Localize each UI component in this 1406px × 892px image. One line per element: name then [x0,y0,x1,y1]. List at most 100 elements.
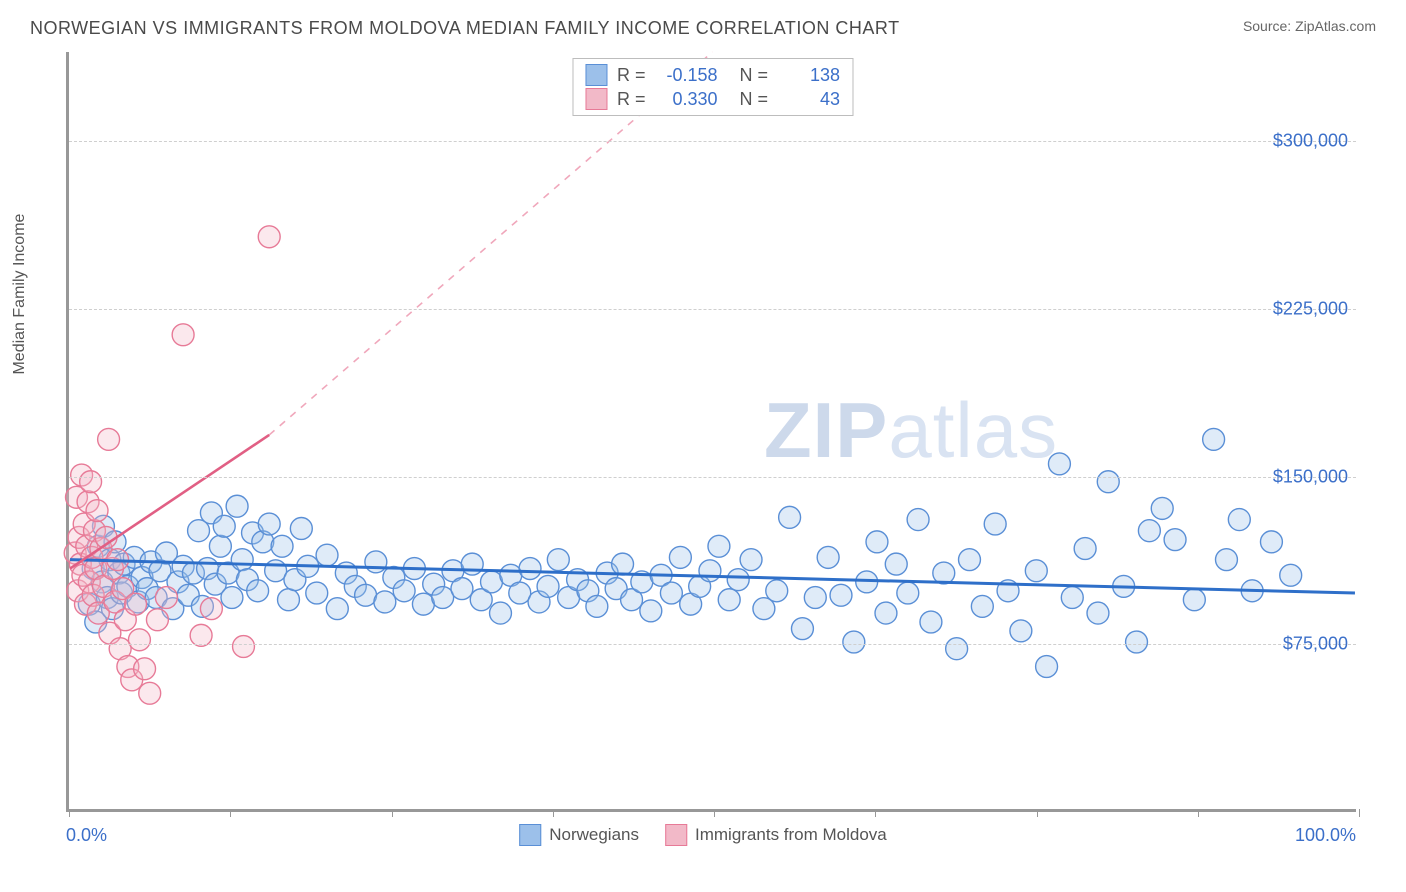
scatter-point [155,587,177,609]
gridline [69,477,1356,478]
scatter-point [959,549,981,571]
gridline [69,644,1356,645]
scatter-point [1228,509,1250,531]
legend: Norwegians Immigrants from Moldova [519,824,887,846]
stats-n-label: N = [740,89,769,110]
scatter-point [172,324,194,346]
y-tick-label: $300,000 [1273,131,1348,152]
legend-swatch [665,824,687,846]
scatter-point [190,624,212,646]
y-tick-label: $75,000 [1283,634,1348,655]
scatter-point [365,551,387,573]
scatter-point [971,595,993,617]
scatter-point [200,598,222,620]
scatter-point [451,578,473,600]
scatter-point [125,593,147,615]
scatter-point [1087,602,1109,624]
scatter-point [866,531,888,553]
scatter-point [139,682,161,704]
chart-container: Median Family Income ZIPatlas R =-0.158N… [30,52,1376,840]
scatter-point [1025,560,1047,582]
x-tick [230,809,231,817]
scatter-point [1203,428,1225,450]
source-prefix: Source: [1243,18,1295,34]
scatter-point [718,589,740,611]
scatter-point [128,629,150,651]
scatter-point [326,598,348,620]
x-tick [1198,809,1199,817]
scatter-point [1048,453,1070,475]
scatter-point [843,631,865,653]
correlation-stats-box: R =-0.158N =138R =0.330N =43 [572,58,853,116]
scatter-point [258,226,280,248]
stats-n-value: 43 [778,89,840,110]
scatter-point [779,506,801,528]
scatter-point [209,535,231,557]
stats-r-label: R = [617,89,646,110]
scatter-point [1260,531,1282,553]
scatter-point [98,428,120,450]
legend-item: Norwegians [519,824,639,846]
x-tick [69,809,70,817]
scatter-point [393,580,415,602]
scatter-point [258,513,280,535]
scatter-point [817,546,839,568]
x-axis-max-label: 100.0% [1295,825,1356,846]
legend-label: Norwegians [549,825,639,845]
scatter-point [316,544,338,566]
x-tick [714,809,715,817]
gridline [69,309,1356,310]
x-axis-min-label: 0.0% [66,825,107,846]
scatter-point [804,587,826,609]
x-tick [553,809,554,817]
scatter-point [509,582,531,604]
x-tick [392,809,393,817]
scatter-point [306,582,328,604]
stats-r-value: 0.330 [656,89,718,110]
scatter-point [233,636,255,658]
scatter-plot: ZIPatlas R =-0.158N =138R =0.330N =43 $7… [66,52,1356,812]
scatter-point [766,580,788,602]
stats-swatch [585,64,607,86]
scatter-point [1164,529,1186,551]
stats-row: R =-0.158N =138 [585,63,840,87]
scatter-point [271,535,293,557]
legend-swatch [519,824,541,846]
source-name: ZipAtlas.com [1295,18,1376,34]
scatter-point [547,549,569,571]
y-tick-label: $150,000 [1273,466,1348,487]
scatter-point [1216,549,1238,571]
scatter-point [290,518,312,540]
scatter-point [699,560,721,582]
x-tick [1037,809,1038,817]
stats-n-value: 138 [778,65,840,86]
scatter-point [885,553,907,575]
scatter-point [1074,538,1096,560]
stats-swatch [585,88,607,110]
y-tick-label: $225,000 [1273,299,1348,320]
scatter-point [708,535,730,557]
stats-n-label: N = [740,65,769,86]
scatter-point [1151,497,1173,519]
scatter-point [80,471,102,493]
stats-r-value: -0.158 [656,65,718,86]
scatter-point [897,582,919,604]
scatter-point [1280,564,1302,586]
legend-item: Immigrants from Moldova [665,824,887,846]
scatter-point [830,584,852,606]
scatter-point [1036,656,1058,678]
scatter-point [640,600,662,622]
scatter-point [221,587,243,609]
scatter-point [1138,520,1160,542]
scatter-point [490,602,512,624]
scatter-point [920,611,942,633]
scatter-point [1183,589,1205,611]
scatter-point [612,553,634,575]
scatter-point [984,513,1006,535]
scatter-point [374,591,396,613]
source-credit: Source: ZipAtlas.com [1243,18,1376,34]
legend-label: Immigrants from Moldova [695,825,887,845]
scatter-point [247,580,269,602]
scatter-point [265,560,287,582]
scatter-point [1126,631,1148,653]
